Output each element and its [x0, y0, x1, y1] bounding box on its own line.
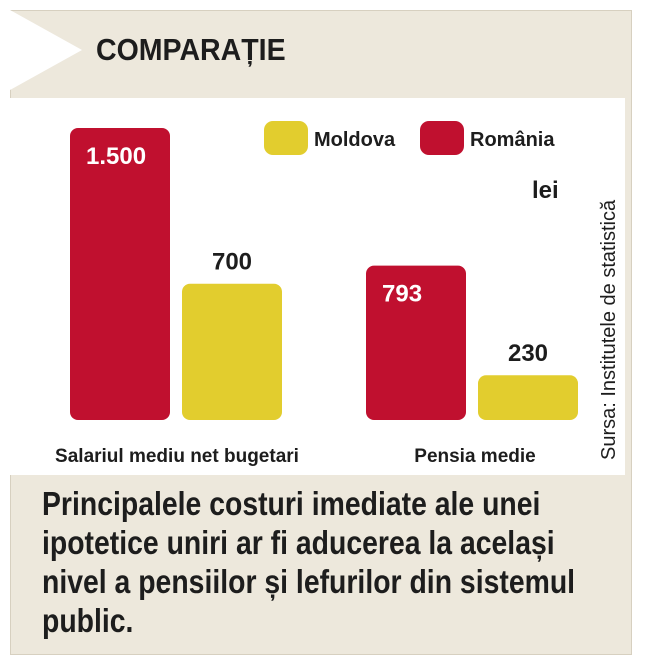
- legend-swatch-moldova: [264, 121, 308, 155]
- category-label-0: Salariul mediu net bugetari: [55, 446, 299, 467]
- chart-legend: Moldova România: [264, 121, 555, 155]
- page-title: COMPARAȚIE: [96, 32, 286, 67]
- bar-label-romania-0: 1.500: [86, 143, 146, 170]
- legend-label-moldova: Moldova: [314, 129, 396, 151]
- caption-text: Principalele costuri imediate ale unei i…: [42, 485, 576, 639]
- legend-swatch-romania: [420, 121, 464, 155]
- bar-romania-0: [70, 128, 170, 420]
- bar-moldova-0: [182, 283, 282, 420]
- category-label-1: Pensia medie: [414, 446, 535, 467]
- unit-label: lei: [532, 177, 559, 204]
- legend-label-romania: România: [470, 129, 555, 151]
- bar-label-romania-1: 793: [382, 281, 422, 308]
- source-label: Sursa: Institutele de statistică: [598, 199, 620, 460]
- bar-label-moldova-0: 700: [212, 249, 252, 276]
- bar-romania-1: [366, 265, 466, 420]
- bar-label-moldova-1: 230: [508, 340, 548, 367]
- bar-moldova-1: [478, 375, 578, 420]
